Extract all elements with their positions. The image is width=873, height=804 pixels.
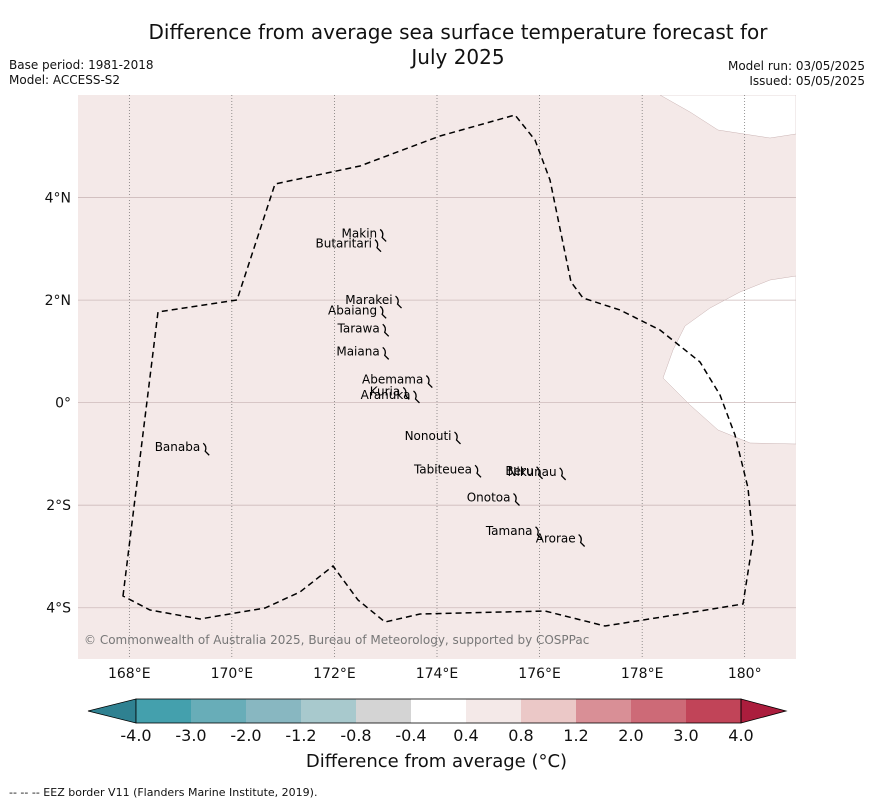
colorbar-segment — [246, 699, 301, 723]
island-label: Nonouti — [405, 429, 452, 443]
lon-tick-label: 176°E — [518, 666, 561, 682]
model-run-date: Model run: 03/05/2025 — [727, 59, 865, 73]
colorbar-tick-label: -4.0 — [120, 726, 151, 745]
title-line-1: Difference from average sea surface temp… — [148, 20, 768, 44]
colorbar-tick-label: 1.2 — [563, 726, 588, 745]
island-outline — [513, 492, 520, 506]
colorbar-frame — [135, 698, 742, 724]
colorbar-segment — [686, 699, 741, 723]
eez-border — [122, 114, 754, 627]
colorbar-segment — [356, 699, 411, 723]
island-label: Abemama — [362, 373, 423, 387]
island-label: Aranuka — [361, 388, 411, 402]
island-outline — [379, 228, 387, 242]
lon-tick-label: 178°E — [621, 666, 664, 682]
island-outline — [382, 346, 390, 360]
island-outline — [454, 431, 461, 445]
island-outline — [559, 467, 567, 481]
island-outline — [402, 386, 410, 400]
island-label: Kuria — [370, 384, 401, 398]
colorbar-segment — [191, 699, 246, 723]
island-label: Tarawa — [337, 321, 380, 335]
island-outline — [374, 239, 382, 253]
island-label: Banaba — [155, 440, 201, 454]
model-name: Model: ACCESS-S2 — [9, 73, 121, 87]
island-label: Beru — [505, 464, 533, 478]
issued-date: Issued: 05/05/2025 — [749, 74, 865, 88]
lon-tick-label: 168°E — [108, 666, 151, 682]
colorbar-tick-label: -3.0 — [175, 726, 206, 745]
colorbar-title-text: Difference from average (°C) — [305, 751, 568, 772]
colorbar-segment — [631, 699, 686, 723]
copyright-text: © Commonwealth of Australia 2025, Bureau… — [84, 633, 589, 647]
island-label: Maiana — [336, 344, 379, 358]
colorbar-tick-label: 0.8 — [508, 726, 533, 745]
map-title: Difference from average sea surface temp… — [0, 20, 873, 70]
island-label: Butaritari — [316, 237, 373, 251]
lat-tick-label: 2°N — [45, 293, 71, 309]
island-outline — [395, 295, 402, 309]
anomaly-region-near-zero-north — [659, 95, 796, 139]
island-label: Tabiteuea — [413, 462, 472, 476]
colorbar-tick-label: -1.2 — [285, 726, 316, 745]
island-outline — [382, 323, 390, 337]
sst-anomaly-map: 168°E 170°E 172°E 174°E 176°E 178°E 180° 4°N 2°N… — [45, 95, 796, 682]
lat-tick-label: 4°N — [45, 191, 71, 207]
island-label: Tamana — [485, 524, 533, 538]
lon-tick-label: 174°E — [416, 666, 459, 682]
colorbar-tick-label: 2.0 — [618, 726, 643, 745]
island-outline — [474, 464, 482, 478]
island-outline — [379, 305, 387, 319]
lon-tick-label: 170°E — [211, 666, 254, 682]
island-outline — [413, 390, 420, 404]
colorbar-tick-label: 3.0 — [673, 726, 698, 745]
run-info: Model run: 03/05/2025 Issued: 05/05/2025 — [728, 59, 865, 89]
island-outline — [535, 526, 543, 540]
island-outline — [578, 533, 586, 547]
lat-tick-label: 0° — [55, 396, 71, 412]
island-label: Makin — [342, 226, 378, 240]
colorbar-segment — [136, 699, 191, 723]
island-label: Abaiang — [328, 303, 377, 317]
colorbar-segment — [301, 699, 356, 723]
eez-footnote: -- -- -- EEZ border V11 (Flanders Marine… — [9, 786, 318, 799]
colorbar-segment — [411, 699, 466, 723]
colorbar-tick-label: -2.0 — [230, 726, 261, 745]
island-outline — [425, 375, 433, 389]
island-outline — [536, 466, 544, 480]
island-label: Marakei — [345, 293, 392, 307]
colorbar-tick-label: 4.0 — [728, 726, 753, 745]
title-line-2: July 2025 — [411, 45, 505, 69]
colorbar-segment — [521, 699, 576, 723]
colorbar: -4.0 -3.0 -2.0 -1.2 -0.8 -0.4 0.4 0.8 1.2 2.0 3.0 4… — [87, 698, 788, 745]
colorbar-tick-label: 0.4 — [453, 726, 478, 745]
colorbar-segment — [466, 699, 521, 723]
colorbar-extend-low — [87, 698, 137, 724]
lon-tick-label: 180° — [728, 666, 762, 682]
lat-tick-label: 2°S — [46, 498, 71, 514]
island-label: Onotoa — [467, 490, 511, 504]
colorbar-title: Difference from average (°C) — [0, 751, 873, 772]
island-label: Arorae — [536, 532, 576, 546]
island-label: Nikunau — [508, 465, 557, 479]
colorbar-tick-label: -0.8 — [340, 726, 371, 745]
island-outline — [202, 442, 210, 456]
model-info: Base period: 1981-2018 Model: ACCESS-S2 — [9, 58, 154, 88]
lat-tick-label: 4°S — [46, 601, 71, 617]
base-period: Base period: 1981-2018 — [9, 58, 154, 72]
colorbar-extend-high — [740, 698, 788, 724]
colorbar-segment — [576, 699, 631, 723]
lon-tick-label: 172°E — [313, 666, 356, 682]
colorbar-tick-label: -0.4 — [395, 726, 426, 745]
